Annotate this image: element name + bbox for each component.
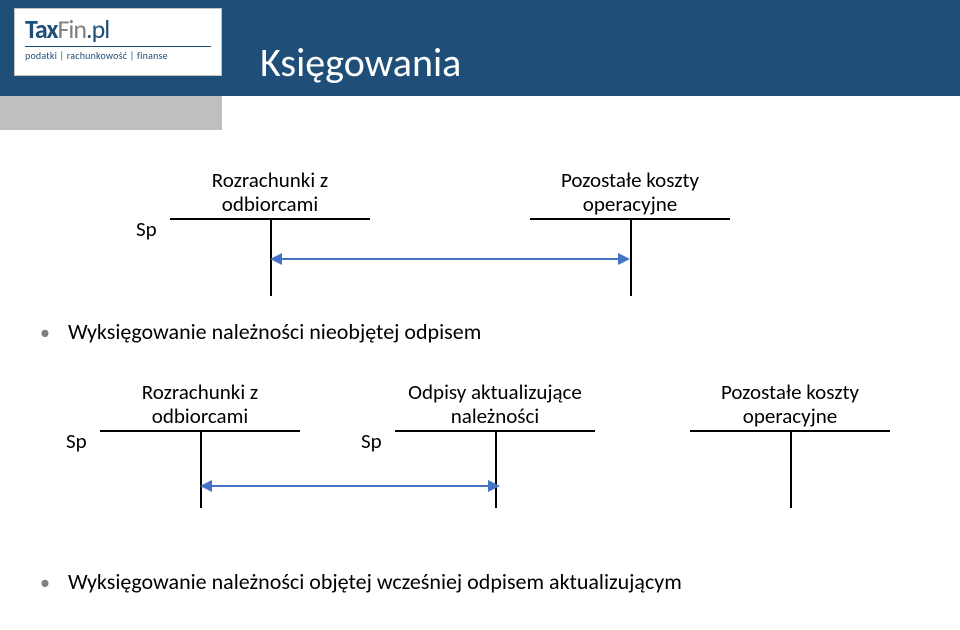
- slide-title: Księgowania: [260, 38, 461, 87]
- logo-fin: Fin: [57, 13, 86, 45]
- t-account-title: Rozrachunki zodbiorcami: [100, 380, 300, 430]
- bullet-dot-icon: •: [40, 571, 50, 595]
- t-account: Pozostałe kosztyoperacyjne: [690, 380, 890, 508]
- t-account-cross: [690, 430, 890, 508]
- logo: TaxFin.pl podatki | rachunkowość | finan…: [14, 8, 222, 76]
- t-account-sp: Sp: [136, 216, 157, 242]
- double-arrow: [280, 258, 620, 260]
- t-account-sp: Sp: [66, 428, 87, 454]
- bullet-dot-icon: •: [40, 321, 50, 345]
- t-account-title: Pozostałe kosztyoperacyjne: [690, 380, 890, 430]
- logo-sub: podatki | rachunkowość | finanse: [25, 46, 211, 62]
- t-account-sp: Sp: [361, 428, 382, 454]
- gray-strip: [0, 96, 222, 130]
- t-account-cross: [395, 430, 595, 508]
- logo-tax: Tax: [25, 13, 57, 45]
- bullet-2: • Wyksięgowanie należności objętej wcześn…: [40, 568, 682, 595]
- bullet-1: • Wyksięgowanie należności nieobjętej odp…: [40, 318, 481, 345]
- logo-pl: .pl: [86, 13, 109, 45]
- t-account-title: Rozrachunki zodbiorcami: [170, 168, 370, 218]
- t-account-title: Odpisy aktualizującenależności: [395, 380, 595, 430]
- t-account: Rozrachunki zodbiorcamiSp: [170, 168, 370, 296]
- bullet-2-text: Wyksięgowanie należności objętej wcześni…: [68, 568, 682, 595]
- t-account-cross: [100, 430, 300, 508]
- t-account: Pozostałe kosztyoperacyjne: [530, 168, 730, 296]
- t-account-title: Pozostałe kosztyoperacyjne: [530, 168, 730, 218]
- double-arrow: [210, 485, 490, 487]
- bullet-1-text: Wyksięgowanie należności nieobjętej odpi…: [68, 318, 481, 345]
- logo-main: TaxFin.pl: [25, 15, 211, 44]
